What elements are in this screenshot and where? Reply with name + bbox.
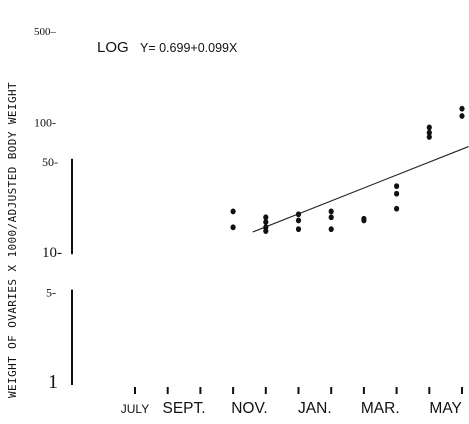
y-tick-label: 10-: [42, 245, 62, 261]
x-tick-label: SEPT.: [163, 400, 206, 417]
data-point: [263, 214, 269, 221]
data-point: [295, 217, 302, 224]
data-point: [230, 208, 236, 215]
regression-line: [252, 146, 469, 233]
equation-log-prefix: LOG: [97, 39, 129, 56]
y-tick-label: 500–: [34, 26, 57, 38]
data-point: [263, 228, 269, 235]
regression-equation: LOG Y= 0.699+0.099X: [97, 39, 238, 56]
x-tick-label: JULY: [121, 402, 149, 416]
data-point: [394, 190, 400, 197]
data-point: [459, 113, 465, 119]
x-tick-label: NOV.: [231, 400, 267, 417]
data-points: [230, 105, 465, 235]
data-point: [230, 224, 236, 231]
data-point: [328, 208, 334, 215]
data-point: [394, 183, 400, 190]
y-tick-label: 100-: [34, 115, 56, 129]
data-point: [426, 134, 432, 140]
x-tick-label: MAR.: [361, 400, 400, 417]
regression-line-group: [252, 146, 469, 233]
x-tick-label: JAN.: [298, 400, 332, 417]
data-point: [394, 205, 400, 212]
x-axis: JULY SEPT. NOV. JAN. MAR. MAY: [121, 387, 463, 417]
data-point: [328, 214, 334, 221]
data-point: [263, 219, 269, 225]
data-point: [295, 211, 302, 218]
x-tick-label: MAY: [429, 400, 461, 417]
data-point: [426, 129, 432, 136]
y-tick-label: 5-: [46, 286, 56, 300]
data-point: [328, 226, 334, 233]
y-axis-label: WEIGHT OF OVARIES X 1000/ADJUSTED BODY W…: [6, 82, 19, 398]
data-point: [295, 226, 302, 233]
data-point: [361, 217, 367, 224]
y-axis: 500– 100- 50- 10- 5- 1: [34, 26, 73, 393]
equation-text: Y= 0.699+0.099X: [140, 41, 238, 55]
y-tick-label: 50-: [42, 155, 58, 169]
data-point: [459, 105, 465, 112]
data-point: [426, 124, 432, 131]
y-tick-label: 1: [48, 371, 58, 393]
